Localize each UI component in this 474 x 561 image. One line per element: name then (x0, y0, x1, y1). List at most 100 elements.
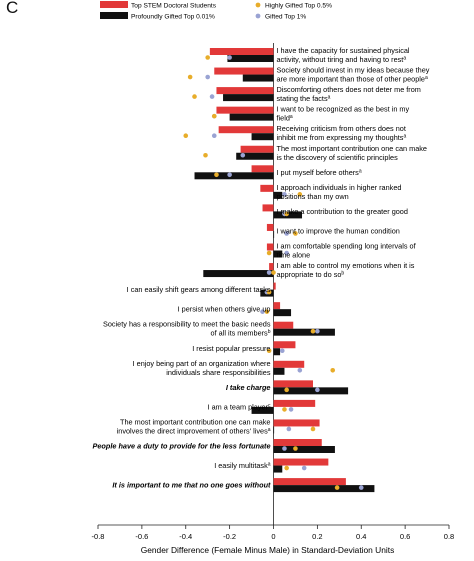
bar-stem (273, 282, 276, 290)
dot-gifted (282, 446, 287, 451)
dot-highly-gifted (297, 192, 303, 197)
bar-profound (242, 74, 274, 82)
bar-profound (273, 250, 283, 258)
dot-gifted (286, 426, 292, 432)
bar-stem (273, 360, 305, 368)
x-tick-label: -0.8 (92, 532, 105, 541)
item-row: I am a team playerc (208, 399, 316, 414)
bar-stem (273, 302, 281, 310)
item-label: I am a team playerc (208, 402, 271, 411)
bar-profound (236, 152, 274, 160)
dot-gifted (279, 348, 285, 354)
bar-profound (203, 270, 274, 278)
item-label: The most important contribution one can … (277, 144, 427, 162)
bar-stem (266, 223, 274, 231)
dot-highly-gifted (214, 172, 219, 178)
x-tick-label: 0.2 (312, 532, 322, 541)
item-row: People have a duty to provide for the le… (93, 439, 335, 453)
dot-highly-gifted (334, 485, 340, 490)
item-row: I take charge (226, 380, 349, 395)
x-tick-label: 0 (271, 532, 275, 541)
item-row: I want to be recognized as the best in m… (211, 105, 410, 123)
dot-gifted (315, 387, 320, 393)
bar-profound (194, 172, 274, 180)
item-label: I easily multitaska (214, 461, 271, 470)
bar-stem (273, 380, 313, 388)
item-label: The most important contribution one can … (117, 417, 271, 435)
dot-highly-gifted (284, 387, 289, 393)
x-axis-title: Gender Difference (Female Minus Male) in… (141, 545, 395, 555)
dot-highly-gifted (205, 55, 210, 60)
item-label: I am comfortable spending long intervals… (277, 242, 417, 260)
item-label: I persist when others give up (178, 305, 271, 314)
dot-highly-gifted (266, 250, 272, 256)
legend-label: Highly Gifted Top 0.5% (265, 3, 332, 10)
item-label: I resist popular pressure (192, 344, 270, 353)
item-row: I want to improve the human condition (266, 223, 400, 238)
dot-gifted (211, 133, 217, 138)
bar-profound (229, 113, 274, 121)
legend-label: Profoundly Gifted Top 0.01% (131, 14, 215, 21)
bar-profound (273, 309, 292, 317)
bar-profound (273, 367, 285, 375)
item-row: Society has a responsibility to meet the… (103, 320, 335, 338)
item-label: I take charge (226, 383, 271, 392)
dot-highly-gifted (282, 407, 287, 412)
item-label: Receiving criticism from others does not… (277, 124, 407, 142)
dot-highly-gifted (266, 289, 272, 295)
item-label: I can easily shift gears among different… (127, 285, 271, 294)
dot-gifted (266, 270, 272, 275)
dot-gifted (240, 152, 246, 158)
bar-profound (223, 94, 274, 102)
dot-highly-gifted (183, 133, 189, 138)
item-label: It is important to me that no one goes w… (112, 481, 271, 490)
item-row: I persist when others give up (178, 302, 292, 317)
item-label: I make a contribution to the greater goo… (277, 207, 408, 216)
dot-gifted (284, 231, 289, 236)
bar-profound (273, 426, 275, 434)
dot-gifted (205, 74, 210, 80)
panel-label: C (6, 0, 19, 17)
item-label: I approach individuals in higher ranked p… (277, 183, 402, 201)
bar-profound (273, 485, 375, 493)
dot-highly-gifted (293, 231, 298, 236)
bar-stem (218, 126, 274, 134)
item-row: I make a contribution to the greater goo… (262, 204, 408, 219)
bar-stem (273, 458, 329, 466)
item-row: Society should invest in my ideas becaus… (187, 66, 430, 84)
item-row: It is important to me that no one goes w… (112, 478, 375, 493)
bar-profound (273, 230, 275, 238)
item-label: I am able to control my emotions when it… (277, 261, 415, 279)
dot-highly-gifted (293, 446, 298, 451)
item-label: Society has a responsibility to meet the… (103, 320, 271, 338)
bar-profound (273, 387, 349, 395)
dot-highly-gifted (310, 426, 316, 432)
dot-highly-gifted (284, 211, 289, 217)
legend-marker (255, 2, 261, 8)
dot-highly-gifted (192, 94, 197, 99)
dot-highly-gifted (271, 270, 276, 275)
x-tick-label: 0.4 (356, 532, 366, 541)
item-label: Discomforting others does not deter me f… (277, 85, 421, 103)
bar-stem (216, 87, 274, 95)
bar-stem (273, 439, 322, 446)
bar-profound (251, 406, 274, 414)
item-label: I have the capacity for sustained physic… (277, 46, 410, 64)
bar-stem (209, 48, 274, 55)
bar-stem (260, 184, 274, 192)
item-row: I am able to control my emotions when it… (203, 261, 415, 279)
bar-profound (273, 328, 335, 336)
bar-stem (262, 204, 274, 212)
bar-profound (273, 191, 283, 199)
dot-gifted (282, 192, 287, 197)
item-row: Receiving criticism from others does not… (183, 124, 406, 142)
legend-swatch (100, 12, 128, 19)
dot-gifted (227, 55, 232, 60)
item-row: I resist popular pressure (192, 341, 296, 356)
item-label: I want to be recognized as the best in m… (277, 105, 410, 123)
item-label: I enjoy being part of an organization wh… (133, 359, 271, 377)
x-tick-label: 0.6 (400, 532, 410, 541)
item-label: Society should invest in my ideas becaus… (277, 66, 430, 84)
item-row: I put myself before othersa (194, 165, 362, 180)
